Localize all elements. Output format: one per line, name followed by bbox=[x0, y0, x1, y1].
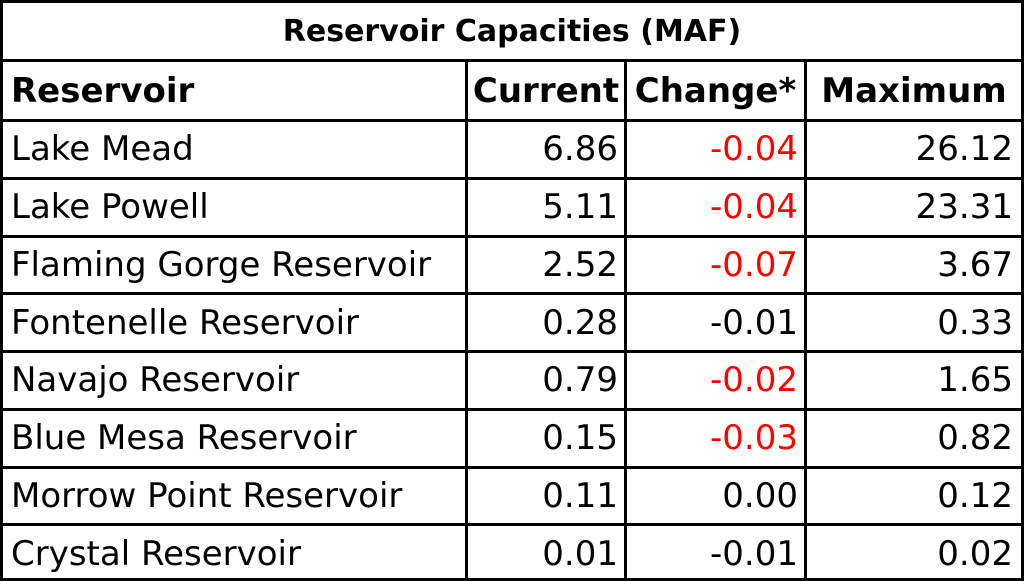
reservoir-name-cell: Crystal Reservoir bbox=[0, 526, 465, 581]
divider bbox=[0, 465, 1024, 469]
reservoir-name-cell: Fontenelle Reservoir bbox=[0, 295, 465, 350]
change-value-cell: -0.03 bbox=[624, 410, 804, 466]
reservoir-name-cell: Navajo Reservoir bbox=[0, 353, 465, 408]
reservoir-name-cell: Lake Mead bbox=[0, 122, 465, 177]
column-header-maximum: Maximum bbox=[804, 62, 1024, 119]
title-row: Reservoir Capacities (MAF) bbox=[0, 0, 1024, 59]
maximum-value-cell: 0.82 bbox=[804, 410, 1024, 466]
change-value-cell: -0.07 bbox=[624, 237, 804, 293]
change-value-cell: -0.01 bbox=[624, 526, 804, 581]
table-row: Morrow Point Reservoir 0.11 0.00 0.12 bbox=[0, 468, 1024, 524]
table-row: Lake Powell 5.11 -0.04 23.31 bbox=[0, 179, 1024, 235]
change-value-cell: -0.04 bbox=[624, 122, 804, 177]
change-value-cell: -0.04 bbox=[624, 179, 804, 235]
current-value-cell: 2.52 bbox=[465, 237, 624, 293]
divider bbox=[0, 523, 1024, 527]
maximum-value-cell: 0.02 bbox=[804, 526, 1024, 581]
current-value-cell: 6.86 bbox=[465, 122, 624, 177]
maximum-value-cell: 1.65 bbox=[804, 353, 1024, 408]
maximum-value-cell: 26.12 bbox=[804, 122, 1024, 177]
maximum-value-cell: 0.12 bbox=[804, 468, 1024, 524]
divider bbox=[0, 119, 1024, 122]
change-value-cell: -0.02 bbox=[624, 353, 804, 408]
table-row: Navajo Reservoir 0.79 -0.02 1.65 bbox=[0, 353, 1024, 408]
table-title: Reservoir Capacities (MAF) bbox=[0, 0, 1024, 59]
maximum-value-cell: 3.67 bbox=[804, 237, 1024, 293]
reservoir-name-cell: Morrow Point Reservoir bbox=[0, 468, 465, 524]
column-header-reservoir: Reservoir bbox=[0, 62, 465, 119]
current-value-cell: 0.01 bbox=[465, 526, 624, 581]
divider bbox=[0, 59, 1024, 62]
column-header-current: Current bbox=[465, 62, 624, 119]
table-row: Blue Mesa Reservoir 0.15 -0.03 0.82 bbox=[0, 410, 1024, 466]
reservoir-name-cell: Lake Powell bbox=[0, 179, 465, 235]
divider bbox=[0, 292, 1024, 296]
current-value-cell: 0.11 bbox=[465, 468, 624, 524]
table-row: Flaming Gorge Reservoir 2.52 -0.07 3.67 bbox=[0, 237, 1024, 293]
divider bbox=[0, 176, 1024, 180]
current-value-cell: 5.11 bbox=[465, 179, 624, 235]
header-row: Reservoir Current Change* Maximum bbox=[0, 62, 1024, 119]
current-value-cell: 0.28 bbox=[465, 295, 624, 350]
reservoir-name-cell: Flaming Gorge Reservoir bbox=[0, 237, 465, 293]
divider bbox=[0, 578, 1024, 581]
divider bbox=[0, 407, 1024, 411]
current-value-cell: 0.15 bbox=[465, 410, 624, 466]
change-value-cell: -0.01 bbox=[624, 295, 804, 350]
table-row: Fontenelle Reservoir 0.28 -0.01 0.33 bbox=[0, 295, 1024, 350]
divider bbox=[0, 234, 1024, 238]
maximum-value-cell: 23.31 bbox=[804, 179, 1024, 235]
divider bbox=[0, 350, 1024, 353]
maximum-value-cell: 0.33 bbox=[804, 295, 1024, 350]
change-value-cell: 0.00 bbox=[624, 468, 804, 524]
table-row: Crystal Reservoir 0.01 -0.01 0.02 bbox=[0, 526, 1024, 581]
table-row: Lake Mead 6.86 -0.04 26.12 bbox=[0, 122, 1024, 177]
column-header-change: Change* bbox=[624, 62, 804, 119]
current-value-cell: 0.79 bbox=[465, 353, 624, 408]
reservoir-name-cell: Blue Mesa Reservoir bbox=[0, 410, 465, 466]
